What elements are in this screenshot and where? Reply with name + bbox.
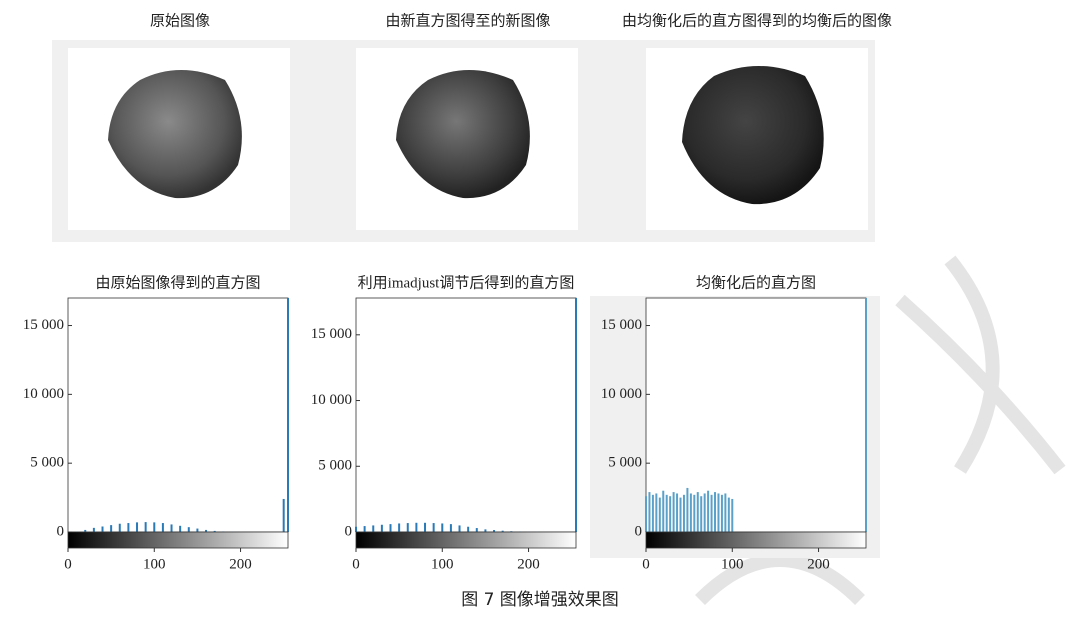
- bar: [645, 496, 647, 532]
- bar: [162, 523, 164, 532]
- y-tick-label: 0: [345, 523, 353, 539]
- bar: [415, 523, 417, 532]
- bar: [110, 525, 112, 532]
- bar: [707, 491, 709, 532]
- bar: [433, 523, 435, 532]
- x-tick-label: 200: [807, 556, 830, 572]
- bar: [441, 523, 443, 532]
- bar: [724, 493, 726, 532]
- bar: [283, 499, 285, 532]
- bar: [731, 499, 733, 532]
- chart-title: 利用imadjust调节后得到的直方图: [358, 274, 575, 291]
- bar: [171, 524, 173, 532]
- image-title: 由新直方图得至的新图像: [385, 12, 550, 29]
- y-tick-label: 10 000: [311, 392, 352, 408]
- image-title: 由均衡化后的直方图得到的均衡后的图像: [622, 12, 892, 29]
- bar: [407, 523, 409, 532]
- caption: 图 7 图像增强效果图: [461, 590, 619, 610]
- plot-area: [646, 298, 866, 532]
- y-tick-label: 5 000: [30, 455, 64, 471]
- bar: [704, 493, 706, 532]
- bar: [287, 298, 289, 532]
- image-title: 原始图像: [150, 12, 210, 29]
- bar: [676, 493, 678, 532]
- bar: [398, 523, 400, 532]
- bar: [648, 492, 650, 532]
- bar: [669, 496, 671, 532]
- bar: [355, 527, 357, 532]
- bar: [188, 527, 190, 532]
- x-tick-label: 0: [352, 556, 360, 572]
- x-tick-label: 0: [64, 556, 72, 572]
- chart-title: 均衡化后的直方图: [696, 274, 816, 291]
- page: {"images": [{"title": "原始图像"}, {"title":…: [0, 0, 1080, 620]
- bar: [673, 492, 675, 532]
- bar: [153, 522, 155, 532]
- y-tick-label: 10 000: [23, 386, 64, 402]
- x-tick-label: 200: [517, 556, 540, 572]
- bar: [717, 493, 719, 532]
- bar: [179, 526, 181, 532]
- bar: [686, 488, 688, 532]
- y-tick-label: 5 000: [318, 458, 352, 474]
- bar: [711, 495, 713, 532]
- image-2: [356, 48, 578, 230]
- bar: [714, 492, 716, 532]
- bar: [662, 491, 664, 532]
- x-tick-label: 100: [431, 556, 454, 572]
- x-tick-label: 100: [721, 556, 744, 572]
- bar: [659, 498, 661, 532]
- bar: [372, 525, 374, 532]
- colorbar: [68, 532, 288, 548]
- chart-title: 由原始图像得到的直方图: [95, 274, 260, 291]
- x-tick-label: 200: [229, 556, 252, 572]
- colorbar: [356, 532, 576, 548]
- bar: [683, 495, 685, 532]
- bar: [459, 525, 461, 532]
- image-3: [646, 48, 868, 230]
- bar: [697, 492, 699, 532]
- y-tick-label: 10 000: [601, 386, 642, 402]
- bar: [721, 495, 723, 532]
- bar: [666, 495, 668, 532]
- bar: [700, 496, 702, 532]
- bar: [127, 523, 129, 532]
- figure: 图 7 图像增强效果图 原始图像 由新直方图得至的新图像 由均衡化后的直方图得到的均…: [0, 0, 1080, 615]
- bar: [680, 498, 682, 532]
- bar: [102, 526, 104, 532]
- y-tick-label: 15 000: [23, 317, 64, 333]
- x-tick-label: 0: [642, 556, 650, 572]
- bar: [119, 524, 121, 532]
- x-tick-label: 100: [143, 556, 166, 572]
- bar: [450, 524, 452, 532]
- y-tick-label: 5 000: [608, 455, 642, 471]
- colorbar: [646, 532, 866, 548]
- image-1: [68, 48, 290, 230]
- bar: [728, 498, 730, 532]
- plot-area: [356, 298, 576, 532]
- bar: [364, 526, 366, 532]
- bar: [690, 493, 692, 532]
- bar: [467, 527, 469, 532]
- bar: [381, 525, 383, 532]
- bar: [136, 522, 138, 532]
- bar: [93, 528, 95, 532]
- bar: [390, 524, 392, 532]
- y-tick-label: 0: [635, 523, 643, 539]
- bar: [145, 522, 147, 532]
- plot-area: [68, 298, 288, 532]
- y-tick-label: 15 000: [601, 317, 642, 333]
- bar: [424, 523, 426, 532]
- bar: [693, 495, 695, 532]
- y-tick-label: 15 000: [311, 326, 352, 342]
- bar: [575, 298, 577, 532]
- bar: [652, 495, 654, 532]
- bar: [865, 298, 867, 532]
- bar: [476, 528, 478, 532]
- bar: [655, 493, 657, 532]
- y-tick-label: 0: [57, 523, 65, 539]
- bar: [196, 529, 198, 532]
